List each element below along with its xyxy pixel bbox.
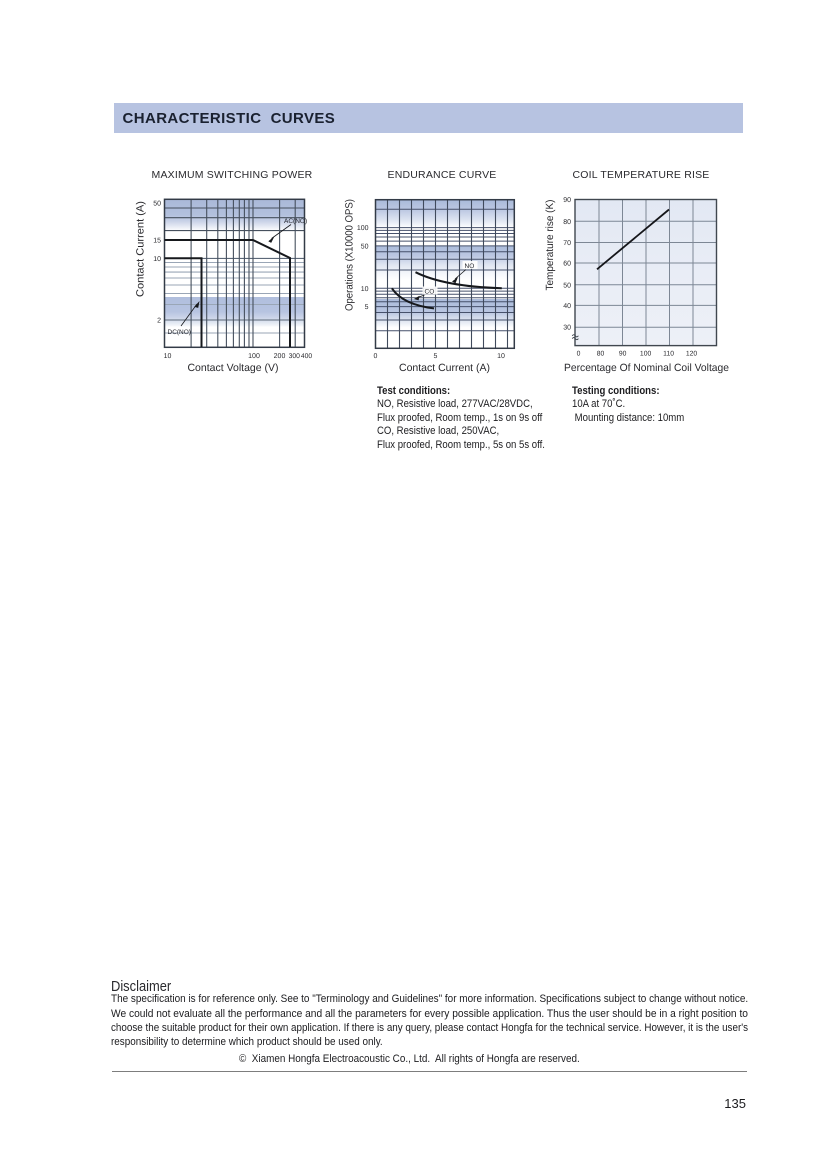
svg-text:110: 110 [663,351,674,358]
svg-text:2: 2 [157,318,161,325]
svg-text:10: 10 [497,353,505,360]
svg-text:15: 15 [153,238,161,245]
svg-text:Temperature rise (K): Temperature rise (K) [544,200,556,291]
svg-text:Operations (X10000 OPS): Operations (X10000 OPS) [343,199,355,311]
svg-text:60: 60 [563,261,571,268]
svg-text:200: 200 [274,353,286,360]
svg-text:400: 400 [301,353,313,360]
svg-text:AC(NO): AC(NO) [284,218,307,225]
svg-text:10: 10 [153,256,161,263]
svg-text:5: 5 [365,304,369,311]
svg-text:Percentage Of Nominal Coil Vol: Percentage Of Nominal Coil Voltage [564,362,729,374]
svg-text:90: 90 [619,351,627,358]
svg-text:10: 10 [361,286,369,293]
svg-text:300: 300 [289,353,301,360]
svg-text:50: 50 [361,243,369,250]
svg-text:80: 80 [597,351,605,358]
svg-text:100: 100 [248,353,260,360]
svg-text:5: 5 [434,353,438,360]
svg-text:Contact Current (A): Contact Current (A) [135,201,147,297]
svg-text:NO: NO [465,263,475,270]
svg-text:CO: CO [425,289,435,296]
svg-text:Contact Voltage (V): Contact Voltage (V) [187,362,278,374]
svg-text:100: 100 [357,225,369,232]
svg-text:DC(NO): DC(NO) [168,329,191,336]
svg-text:0: 0 [374,353,378,360]
svg-text:30: 30 [563,325,571,332]
svg-text:50: 50 [153,201,161,208]
svg-text:70: 70 [563,240,571,247]
svg-text:100: 100 [640,351,652,358]
svg-text:10: 10 [164,353,172,360]
svg-text:80: 80 [563,219,571,226]
svg-text:Contact Current (A): Contact Current (A) [399,362,490,374]
svg-text:120: 120 [686,351,698,358]
svg-text:90: 90 [563,197,571,204]
svg-text:40: 40 [563,303,571,310]
svg-text:50: 50 [563,282,571,289]
svg-text:0: 0 [577,351,581,358]
